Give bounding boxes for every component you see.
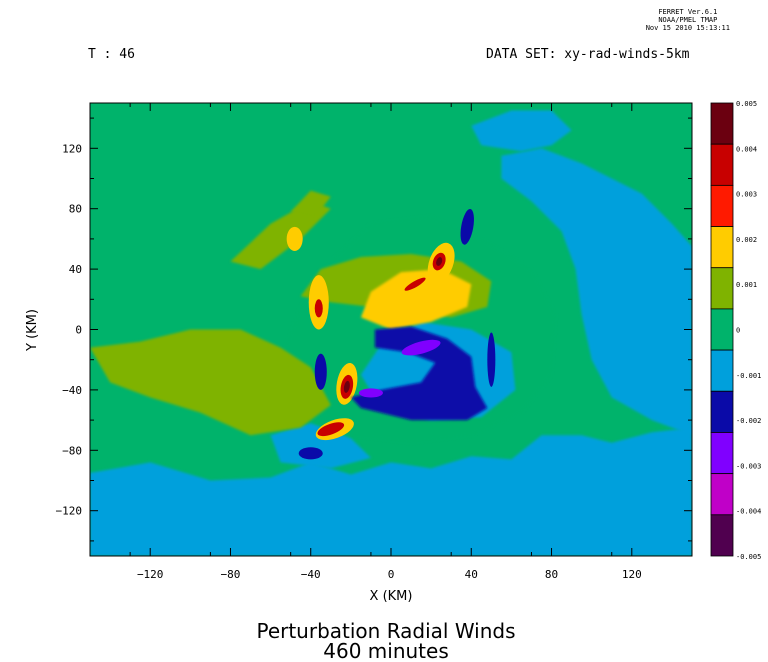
ferret-org: NOAA/PMEL TMAP <box>658 16 718 24</box>
contour-yellow-e <box>286 226 303 251</box>
ferret-date: Nov 15 2010 15:13:11 <box>645 24 730 32</box>
colorbar-swatch <box>710 473 734 516</box>
colorbar-label: 0.003 <box>736 191 757 199</box>
colorbar-label: -0.003 <box>736 462 761 470</box>
y-tick-label: −80 <box>62 444 82 457</box>
y-tick-label: −120 <box>56 505 83 518</box>
contour-red-c <box>317 422 345 437</box>
contour-cyan-southwest <box>270 423 371 469</box>
colorbar-label: 0.001 <box>736 281 757 289</box>
contour-violet-b <box>358 388 383 398</box>
x-tick-label: −120 <box>137 568 164 581</box>
contour-navy-c <box>298 447 323 460</box>
x-tick-label: 40 <box>465 568 478 581</box>
x-axis-label: X (KM) <box>370 589 413 604</box>
contour-navy-main <box>350 326 488 421</box>
contour-olive-top <box>290 190 331 218</box>
y-axis-label: Y (KM) <box>25 309 40 352</box>
colorbar-swatch <box>710 267 734 310</box>
contour-navy-d <box>487 332 496 387</box>
x-tick-label: 120 <box>622 568 642 581</box>
contour-olive-west <box>90 329 331 436</box>
colorbar-label: -0.002 <box>736 417 761 425</box>
contour-navy-a <box>460 208 474 245</box>
contour-darkred-b <box>343 380 350 393</box>
colorbar-swatch <box>710 432 734 475</box>
chart-title: Perturbation Radial Winds <box>256 619 515 643</box>
ferret-version: FERRET Ver.6.1 <box>658 8 718 16</box>
contour-olive-nw <box>230 201 331 270</box>
colorbar-label: 0 <box>736 327 740 335</box>
y-tick-label: 80 <box>69 203 82 216</box>
chart-subtitle: 460 minutes <box>323 639 449 662</box>
contour-yellow-core <box>360 269 472 330</box>
colorbar-label: 0.002 <box>736 236 757 244</box>
y-tick-label: −40 <box>62 384 82 397</box>
colorbar-swatch <box>710 390 734 433</box>
colorbar-swatch <box>710 308 734 351</box>
colorbar: 0.005 0.004 0.003 0.002 0.001 0 -0.001 -0.002 -0… <box>710 100 761 561</box>
colorbar-swatch <box>710 184 734 227</box>
colorbar-swatch <box>710 226 734 269</box>
contour-darkred-a <box>436 257 443 266</box>
y-tick-label: 40 <box>69 263 82 276</box>
colorbar-swatch <box>710 349 734 392</box>
colorbar-label: 0.005 <box>736 100 757 108</box>
contour-violet-a <box>401 339 441 356</box>
y-tick-label: 0 <box>75 324 82 337</box>
x-tick-label: −80 <box>221 568 241 581</box>
axes: −120 −80 −40 0 40 80 120 120 80 40 0 −40 −80 −120 <box>56 103 692 581</box>
contour-cyan-south <box>90 427 692 556</box>
time-label: T : 46 <box>88 47 135 62</box>
colorbar-label: -0.005 <box>736 553 761 561</box>
x-tick-label: 80 <box>545 568 558 581</box>
contour-cyan-east <box>501 148 692 436</box>
y-tick-label: 120 <box>62 142 82 155</box>
contour-red-d <box>314 299 323 318</box>
colorbar-swatch <box>710 102 734 145</box>
colorbar-swatch <box>710 514 734 557</box>
colorbar-label: 0.004 <box>736 145 757 153</box>
contour-regions <box>90 110 692 556</box>
contour-red-e <box>404 277 426 291</box>
x-tick-label: 0 <box>388 568 395 581</box>
x-tick-label: −40 <box>301 568 321 581</box>
dataset-label: DATA SET: xy-rad-winds-5km <box>486 47 690 62</box>
plot-area <box>90 103 692 556</box>
colorbar-label: -0.001 <box>736 372 761 380</box>
colorbar-swatch <box>710 143 734 186</box>
contour-cyan-northeast <box>471 110 572 152</box>
ferret-stamp: FERRET Ver.6.1 NOAA/PMEL TMAP Nov 15 201… <box>646 8 730 32</box>
colorbar-label: -0.004 <box>736 508 761 516</box>
contour-navy-b <box>314 353 327 390</box>
